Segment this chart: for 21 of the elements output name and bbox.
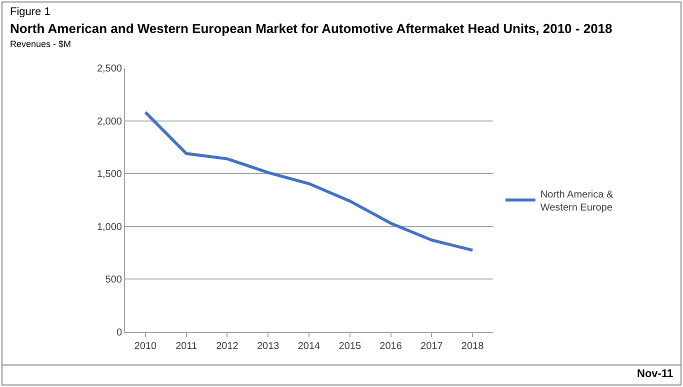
x-tick-label: 2015 xyxy=(338,341,362,352)
x-tick-label: 2018 xyxy=(461,341,484,352)
x-tick-label: 2016 xyxy=(380,341,402,352)
y-tick-label: 2,500 xyxy=(96,64,122,74)
x-tick-label: 2011 xyxy=(176,341,198,352)
line-series xyxy=(144,110,474,252)
x-tick-label: 2012 xyxy=(216,341,239,352)
x-tick-label: 2014 xyxy=(298,341,321,352)
y-tick-label: 0 xyxy=(116,328,122,338)
caption: Figure 1 xyxy=(10,6,50,18)
y-tick-label: 2,000 xyxy=(96,116,122,128)
y-tick-label: 1,000 xyxy=(96,222,122,233)
x-tick-label: 2013 xyxy=(256,341,280,352)
y-tick-label: 500 xyxy=(105,274,122,286)
text: Nov-11 xyxy=(637,368,674,380)
y-tick-label: 1,500 xyxy=(96,169,122,180)
x-tick-label: 2017 xyxy=(420,341,444,352)
chart-title: North American and Western European Market for Automotive Aftermaket Head Units, 2010 - 2018 xyxy=(10,21,612,36)
x-tick-label: 2010 xyxy=(134,341,157,352)
text: Revenues - $M xyxy=(10,39,72,49)
legend-label: North America & Western Europe xyxy=(540,189,614,214)
